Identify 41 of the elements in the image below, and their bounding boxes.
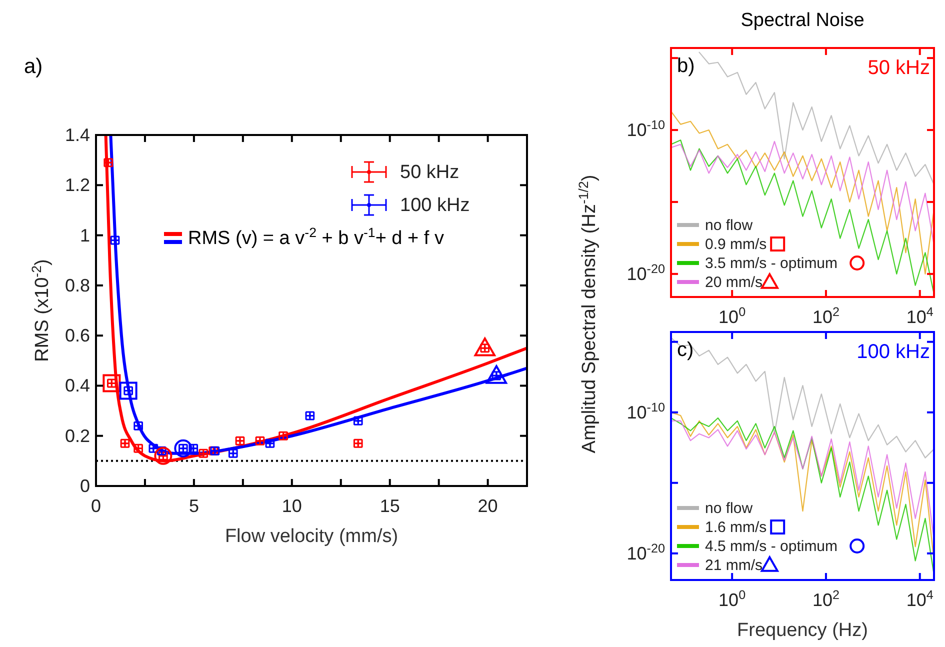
- text: a): [24, 55, 43, 78]
- legend-label: 21 mm/s: [705, 557, 763, 574]
- y-tick-label: 10$^{-20}$: [626, 541, 665, 564]
- legend-label: 0.9 mm/s: [705, 236, 767, 253]
- x-tick-label: 5: [188, 496, 199, 516]
- x-axis-title: Frequency (Hz): [737, 620, 868, 641]
- x-tick-label: 10$^{4}$: [906, 305, 934, 327]
- annotation: 100 kHz: [856, 341, 930, 363]
- x-axis-title: Flow velocity (mm/s): [224, 526, 398, 547]
- legend-label: 50 kHz: [400, 162, 460, 183]
- x-tick-label: 20: [478, 496, 498, 516]
- annotation: c): [677, 339, 694, 361]
- x-tick-label: 10$^{2}$: [812, 588, 840, 610]
- legend-label: no flow: [705, 217, 753, 234]
- y-tick-label: 1: [80, 225, 90, 246]
- x-tick-label: 15: [380, 496, 400, 516]
- legend-label: 3.5 mm/s - optimum: [705, 255, 838, 272]
- legend-label: 20 mm/s: [705, 274, 763, 291]
- annotation: RMS (v) = a v$^{-2}$ + b v$^{-1}$+ d + f v: [188, 224, 444, 249]
- y-tick-label: 10$^{-20}$: [626, 262, 665, 284]
- y-tick-label: 0.2: [64, 426, 90, 446]
- legend-label: 1.6 mm/s: [705, 519, 767, 536]
- y-tick-label: 10$^{-10}$: [626, 400, 665, 422]
- y-tick-label: 0.4: [64, 376, 90, 396]
- x-tick-label: 10$^{4}$: [906, 588, 934, 610]
- x-tick-label: 10$^{0}$: [718, 305, 746, 327]
- annotation: 50 kHz: [868, 57, 930, 79]
- annotation: b): [677, 55, 695, 77]
- x-tick-label: 10$^{0}$: [718, 588, 746, 610]
- y-tick-label: 0: [80, 476, 90, 496]
- y-tick-label: 0.6: [64, 326, 90, 346]
- y-tick-label: 0.8: [64, 275, 90, 296]
- chart-title: Spectral Noise: [740, 10, 864, 31]
- x-tick-label: 10: [282, 496, 302, 516]
- legend-label: 100 kHz: [400, 195, 470, 216]
- legend-label: no flow: [705, 500, 753, 517]
- x-tick-label: 10$^{2}$: [812, 305, 840, 327]
- y-tick-label: 10$^{-10}$: [626, 118, 665, 140]
- y-tick-label: 1.2: [64, 175, 90, 196]
- legend-label: 4.5 mm/s - optimum: [705, 538, 838, 555]
- y-tick-label: 1.4: [64, 125, 90, 145]
